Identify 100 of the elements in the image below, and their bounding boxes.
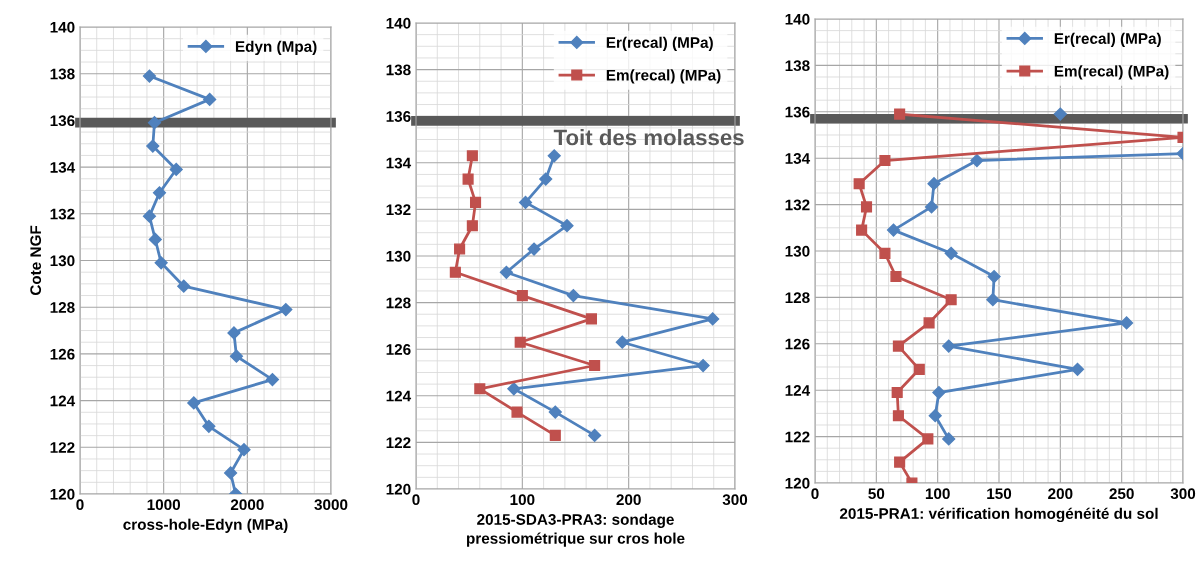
point [913, 363, 925, 375]
point [886, 223, 901, 237]
point [511, 406, 523, 418]
x-tick-label: 0 [811, 488, 819, 500]
point [466, 150, 478, 162]
y-tick-label: 136 [785, 106, 810, 118]
point [469, 196, 482, 208]
y-tick-label: 122 [50, 442, 75, 453]
point [927, 177, 941, 191]
x-tick-label: 100 [510, 494, 535, 506]
point [203, 92, 217, 106]
point [142, 209, 157, 223]
y-tick-label: 134 [386, 157, 412, 169]
y-tick-label: 136 [386, 111, 411, 122]
y-tick-label: 126 [386, 344, 411, 355]
y-tick-label: 140 [785, 13, 810, 25]
point [879, 247, 891, 259]
y-tick-label: 140 [386, 17, 411, 29]
x-axis-title: 2015-PRA1: vérification homogénéité du sol [839, 507, 1158, 523]
point [856, 224, 868, 236]
y-tick-label: 120 [50, 488, 75, 500]
point [1070, 362, 1085, 376]
point [518, 195, 533, 209]
point [152, 186, 167, 200]
point [892, 340, 904, 352]
y-tick-label: 140 [50, 21, 75, 33]
y-tick-label: 130 [386, 250, 411, 262]
y-axis-title: Cote NGF [30, 225, 42, 296]
y-tick-label: 134 [50, 161, 76, 173]
point [507, 382, 521, 396]
point [147, 116, 162, 130]
point [229, 349, 244, 363]
point [879, 154, 891, 167]
x-tick-label: 50 [868, 488, 885, 500]
x-tick-label: 0 [76, 499, 84, 511]
y-tick-label: 138 [785, 60, 810, 72]
point [696, 358, 710, 373]
point [585, 313, 598, 325]
y-tick-label: 130 [785, 245, 810, 257]
point [923, 317, 935, 329]
point [466, 220, 478, 232]
x-tick-label: 150 [987, 488, 1012, 500]
point [154, 256, 168, 270]
point [169, 162, 183, 177]
point [514, 336, 526, 348]
point [454, 243, 466, 255]
point [924, 200, 939, 214]
y-tick-label: 128 [386, 297, 411, 309]
legend-label: Er(recal) (MPa) [606, 36, 713, 51]
y-tick-label: 124 [50, 395, 76, 407]
point [548, 405, 562, 419]
y-tick-label: 138 [50, 68, 75, 80]
point [265, 372, 280, 387]
point [516, 290, 528, 302]
y-tick-label: 120 [785, 477, 810, 489]
x-axis-title: 2015-SDA3-PRA3: sondage pressiométrique sur cros hole [466, 513, 685, 547]
point [891, 386, 903, 399]
point [462, 173, 474, 185]
point [527, 242, 541, 256]
point [894, 108, 906, 120]
point [1053, 107, 1067, 121]
x-tick-label: 1000 [147, 499, 181, 511]
point [942, 339, 956, 353]
point [474, 383, 486, 395]
point [932, 385, 946, 400]
y-tick-label: 128 [50, 302, 75, 313]
y-tick-label: 126 [50, 348, 75, 360]
y-tick-label: 134 [785, 153, 811, 164]
y-tick-label: 132 [785, 199, 810, 211]
ref-line-label: Toit des molasses [553, 129, 744, 146]
point [945, 294, 957, 306]
x-tick-label: 300 [1170, 488, 1196, 500]
point [177, 279, 191, 293]
y-tick-label: 128 [785, 292, 810, 304]
y-tick-label: 132 [50, 208, 75, 220]
point [237, 443, 251, 457]
point [148, 232, 162, 247]
point [202, 419, 216, 433]
y-tick-label: 130 [50, 255, 75, 267]
y-tick-label: 122 [386, 437, 411, 448]
x-tick-label: 0 [412, 494, 420, 506]
point [449, 266, 461, 278]
point [615, 335, 629, 349]
x-tick-label: 300 [722, 494, 748, 506]
point [224, 466, 238, 480]
x-axis-title: cross-hole-Edyn (MPa) [123, 518, 288, 533]
point [549, 429, 561, 441]
x-tick-label: 3000 [314, 499, 348, 511]
y-tick-label: 122 [785, 431, 810, 443]
y-tick-label: 132 [386, 204, 411, 216]
point [547, 149, 561, 163]
legend-label: Edyn (Mpa) [235, 40, 317, 55]
x-tick-label: 200 [616, 494, 641, 506]
y-tick-label: 120 [386, 483, 411, 495]
point [942, 432, 956, 446]
y-tick-label: 124 [386, 390, 412, 402]
point [944, 246, 958, 260]
point [860, 201, 873, 213]
point [892, 410, 904, 422]
point [706, 312, 720, 326]
